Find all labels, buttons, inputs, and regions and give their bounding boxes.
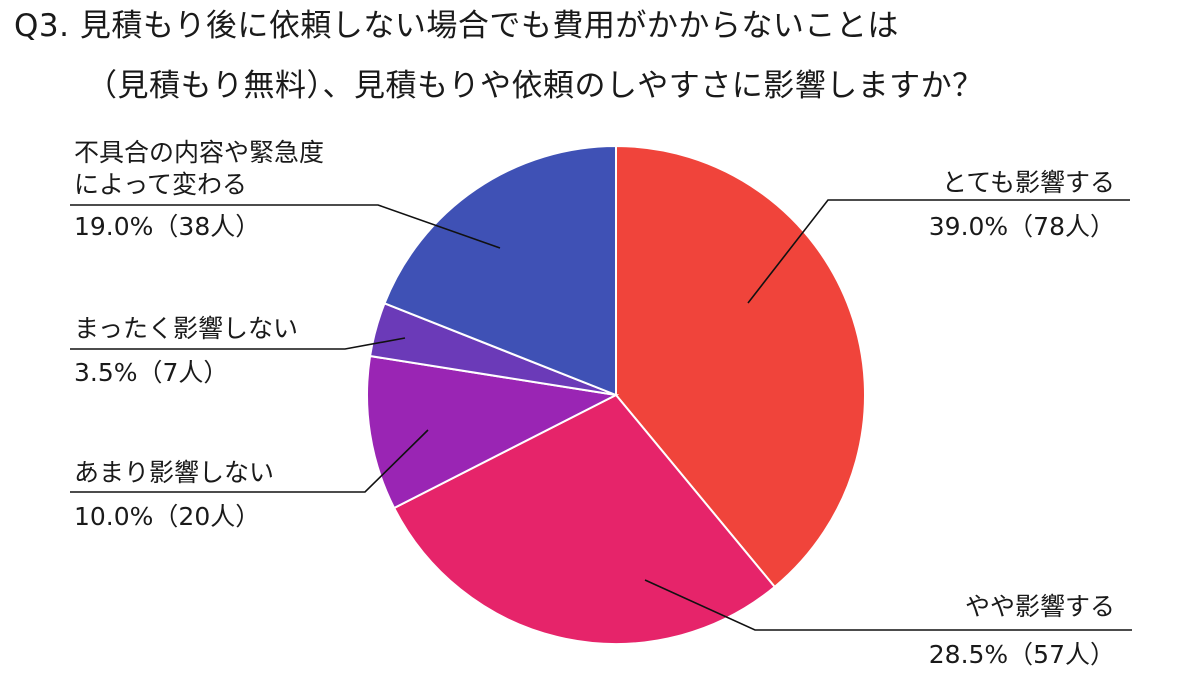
- leader-very-much: [747, 199, 1130, 304]
- slice-very-much: [615, 144, 866, 589]
- leader-depends: [70, 204, 501, 249]
- slice-depends: [383, 144, 617, 397]
- slice-label-depends-line1: 不具合の内容や緊急度: [74, 138, 325, 167]
- slice-label-not-much: あまり影響しない: [74, 458, 275, 487]
- slice-value-not-at-all: 3.5%（7人）: [74, 358, 229, 387]
- slice-label-somewhat: やや影響する: [964, 592, 1115, 621]
- chart-title-line-2: （見積もり無料）、見積もりや依頼のしやすさに影響しますか？: [86, 68, 984, 104]
- slice-value-somewhat: 28.5%（57人）: [928, 640, 1115, 669]
- slice-label-very-much: とても影響する: [941, 168, 1115, 197]
- leader-somewhat: [644, 579, 1132, 631]
- chart-title-line-1: Q3. 見積もり後に依頼しない場合でも費用がかからないことは: [14, 8, 899, 44]
- slice-label-depends-line2: によって変わる: [74, 170, 248, 199]
- slice-value-not-much: 10.0%（20人）: [74, 502, 261, 531]
- leader-not-much: [70, 429, 429, 493]
- leader-not-at-all: [70, 337, 406, 350]
- slice-not-much: [366, 354, 620, 510]
- slice-label-not-at-all: まったく影響しない: [74, 314, 299, 343]
- slice-value-very-much: 39.0%（78人）: [928, 212, 1115, 241]
- slice-value-depends: 19.0%（38人）: [74, 212, 261, 241]
